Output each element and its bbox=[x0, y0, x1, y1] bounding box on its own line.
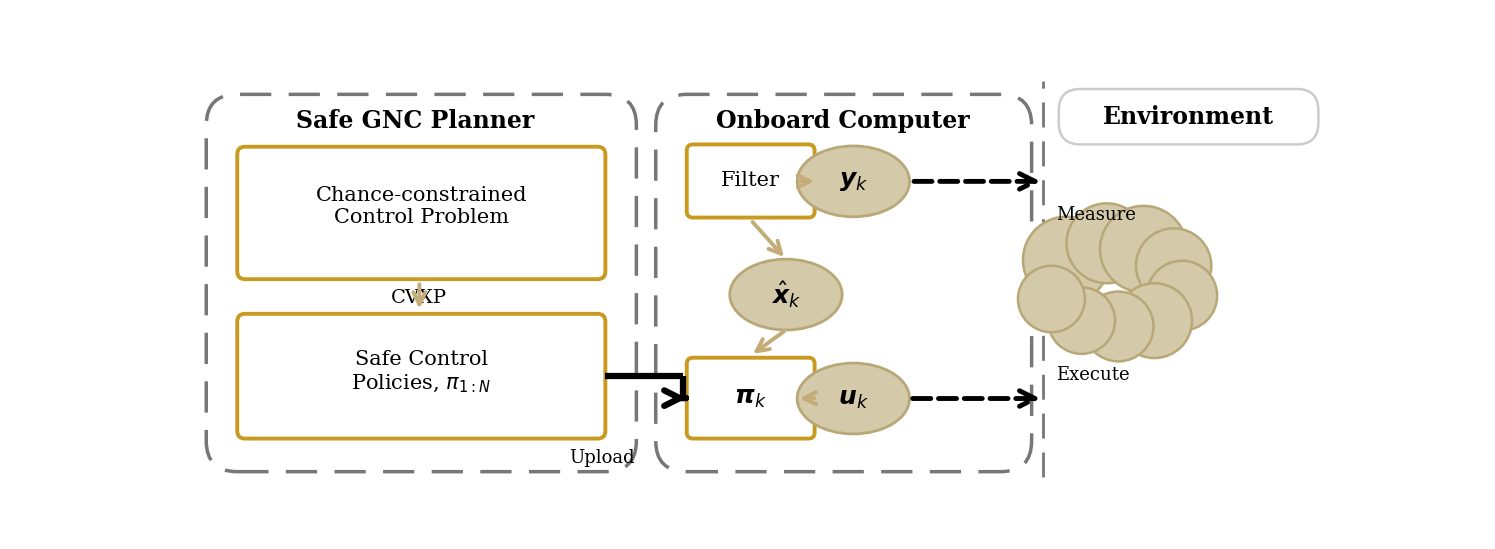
FancyBboxPatch shape bbox=[206, 94, 637, 472]
Ellipse shape bbox=[797, 146, 909, 217]
Circle shape bbox=[1023, 217, 1109, 303]
Circle shape bbox=[1136, 228, 1211, 303]
Text: CVXP: CVXP bbox=[392, 289, 447, 307]
Text: $\boldsymbol{u}_k$: $\boldsymbol{u}_k$ bbox=[839, 386, 869, 411]
Text: Chance-constrained
Control Problem: Chance-constrained Control Problem bbox=[315, 186, 528, 227]
FancyBboxPatch shape bbox=[686, 144, 815, 217]
Text: Measure: Measure bbox=[1057, 206, 1136, 224]
Text: Onboard Computer: Onboard Computer bbox=[716, 109, 970, 132]
Text: Safe GNC Planner: Safe GNC Planner bbox=[296, 109, 535, 132]
FancyBboxPatch shape bbox=[238, 314, 605, 439]
Circle shape bbox=[1018, 266, 1085, 332]
Circle shape bbox=[1084, 292, 1154, 361]
FancyBboxPatch shape bbox=[686, 358, 815, 439]
Text: Execute: Execute bbox=[1057, 366, 1130, 384]
Text: Filter: Filter bbox=[721, 171, 780, 191]
Circle shape bbox=[1048, 287, 1115, 354]
Ellipse shape bbox=[730, 259, 842, 330]
Ellipse shape bbox=[797, 363, 909, 434]
FancyBboxPatch shape bbox=[656, 94, 1032, 472]
Circle shape bbox=[1066, 203, 1147, 283]
Text: $\hat{\boldsymbol{x}}_k$: $\hat{\boldsymbol{x}}_k$ bbox=[771, 279, 801, 310]
Circle shape bbox=[1117, 283, 1192, 358]
FancyBboxPatch shape bbox=[238, 147, 605, 279]
Text: Environment: Environment bbox=[1103, 105, 1274, 128]
Circle shape bbox=[1100, 206, 1187, 293]
Text: $\boldsymbol{y}_k$: $\boldsymbol{y}_k$ bbox=[839, 170, 869, 193]
FancyBboxPatch shape bbox=[1058, 89, 1319, 144]
Circle shape bbox=[1147, 261, 1217, 330]
Text: Upload: Upload bbox=[568, 449, 634, 467]
Text: $\boldsymbol{\pi}_k$: $\boldsymbol{\pi}_k$ bbox=[734, 386, 767, 410]
Text: Safe Control
Policies, $\pi_{1:N}$: Safe Control Policies, $\pi_{1:N}$ bbox=[351, 350, 492, 395]
